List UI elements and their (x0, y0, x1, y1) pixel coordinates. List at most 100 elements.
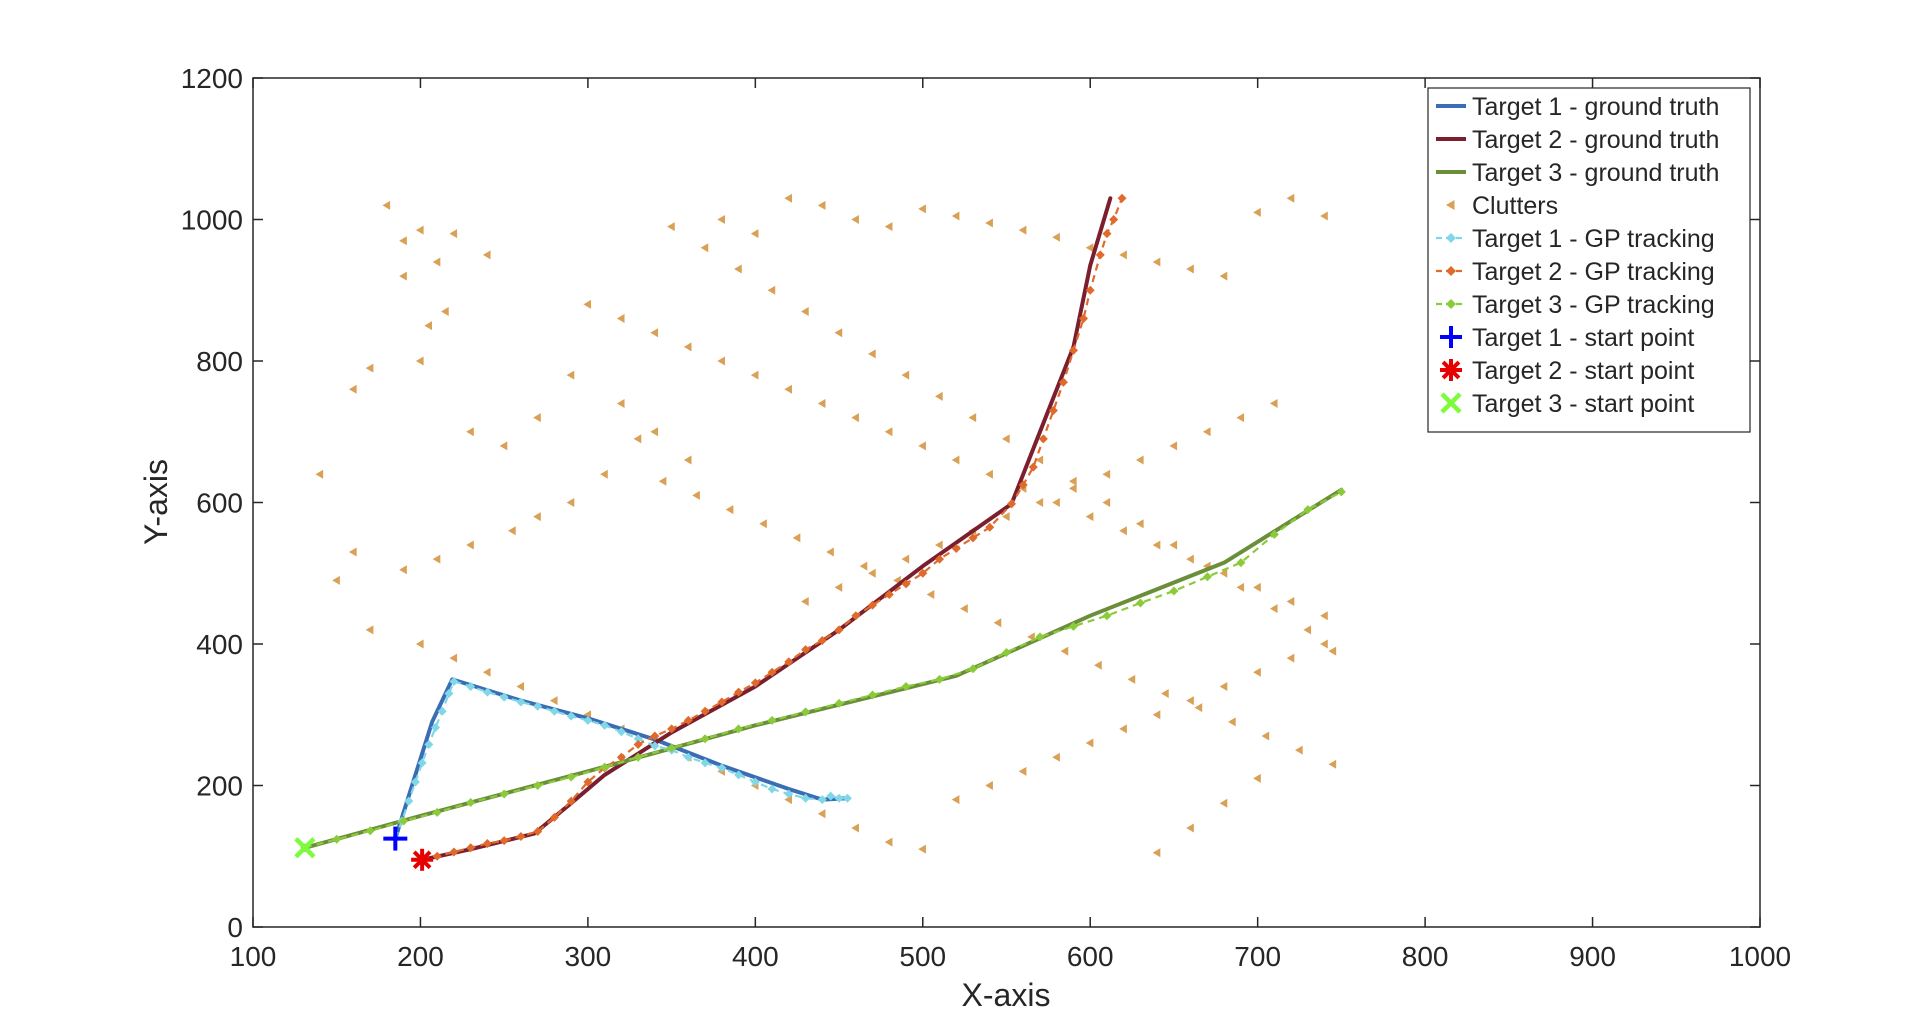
clutter-marker (1169, 540, 1178, 550)
tracking-point (700, 706, 710, 716)
tracking-point (1002, 647, 1011, 657)
clutter-marker (935, 391, 943, 401)
tracking-point (700, 734, 710, 744)
legend-item: Target 1 - start point (1440, 324, 1694, 352)
clutter-marker (884, 222, 893, 232)
y-tick-label: 600 (196, 488, 243, 519)
clutter-marker (508, 526, 516, 536)
clutter-marker (759, 519, 767, 529)
clutter-marker (901, 554, 910, 564)
clutter-marker (1261, 731, 1270, 741)
clutter-marker (1236, 582, 1245, 592)
tracking-point (444, 689, 454, 699)
tracking-point (884, 589, 894, 599)
clutter-marker (826, 547, 834, 557)
clutter-marker (1328, 646, 1337, 656)
clutter-marker (1068, 483, 1077, 493)
tracking-point (1109, 215, 1119, 224)
tracking-point (549, 706, 559, 716)
tracking-point (566, 711, 576, 721)
tracking-point (1269, 529, 1279, 539)
clutter-marker (817, 398, 826, 408)
x-tick-label: 300 (565, 941, 612, 972)
y-axis-title: Y-axis (138, 459, 174, 545)
tracking-point (951, 543, 961, 553)
clutter-marker (801, 597, 809, 607)
tracking-point (817, 795, 827, 805)
tracking-point (734, 770, 744, 780)
x-axis-title: X-axis (962, 977, 1051, 1013)
clutter-marker (1194, 703, 1203, 713)
tracking-point (1102, 611, 1112, 621)
tracking-point (1007, 499, 1017, 509)
tracking-point (801, 645, 811, 655)
tracking-point (784, 657, 794, 667)
tracking-point (633, 734, 643, 744)
legend-label: Target 3 - GP tracking (1472, 291, 1715, 319)
clutter-marker (717, 215, 725, 224)
legend-label: Target 2 - ground truth (1472, 126, 1719, 154)
clutter-marker (1286, 653, 1295, 663)
clutter-marker (1152, 710, 1161, 720)
tracking-point (549, 812, 559, 822)
clutter-marker (926, 589, 935, 599)
clutter-marker (1186, 823, 1194, 833)
tracking-point (1018, 480, 1028, 490)
clutter-marker (985, 781, 993, 790)
clutter-marker (1328, 759, 1337, 769)
tracking-point (1202, 572, 1212, 582)
clutter-marker (1186, 264, 1194, 274)
tracking-point (700, 758, 710, 768)
clutter-marker (566, 498, 575, 507)
clutter-marker (650, 427, 659, 437)
tracking-line (394, 680, 848, 839)
x-tick-label: 800 (1402, 941, 1449, 972)
clutter-marker (1127, 674, 1136, 684)
clutter-marker (1236, 413, 1245, 423)
clutter-marker (951, 211, 960, 221)
tracking-point (600, 720, 610, 730)
tracking-point (482, 839, 492, 849)
legend: Target 1 - ground truth Target 2 - ground… (1427, 87, 1751, 433)
legend-swatch-marker (1446, 233, 1456, 243)
clutter-marker (1320, 211, 1328, 221)
legend-item: Target 2 - GP tracking (1436, 258, 1715, 286)
clutter-marker (683, 455, 692, 465)
tracking-point (717, 763, 727, 773)
tracking-point (1169, 586, 1179, 596)
legend-label: Target 1 - start point (1472, 324, 1694, 352)
clutter-marker (482, 250, 491, 260)
clutter-marker (817, 809, 826, 819)
clutter-marker (382, 200, 391, 210)
clutter-marker (985, 469, 993, 479)
clutter-marker (432, 257, 441, 267)
tracking-point (968, 533, 978, 543)
clutter-marker (633, 434, 642, 444)
x-tick-label: 900 (1569, 941, 1616, 972)
tracking-point (834, 625, 844, 635)
tracking-point (842, 793, 852, 803)
tracking-point (404, 796, 414, 806)
clutter-marker (918, 441, 926, 451)
clutter-marker (1119, 526, 1127, 536)
clutter-marker (1320, 611, 1328, 621)
tracking-point (566, 772, 576, 782)
y-tick-label: 200 (196, 771, 243, 802)
clutter-marker (1060, 646, 1069, 656)
tracking-point (851, 611, 861, 621)
clutter-marker (1219, 271, 1228, 281)
tracking-point (432, 851, 442, 861)
series-3 (315, 193, 1337, 858)
tracking-point (1068, 621, 1078, 631)
clutter-marker (348, 547, 357, 557)
tracking-point (734, 724, 744, 734)
y-tick-label: 0 (227, 912, 243, 943)
clutter-marker (1219, 568, 1228, 578)
x-tick-label: 1000 (1729, 941, 1791, 972)
clutter-marker (1094, 660, 1102, 670)
tracking-point (437, 706, 447, 716)
tracking-point (901, 579, 911, 589)
tracking-point (1102, 229, 1112, 239)
clutter-marker (1035, 498, 1044, 507)
clutter-marker (1085, 512, 1094, 522)
